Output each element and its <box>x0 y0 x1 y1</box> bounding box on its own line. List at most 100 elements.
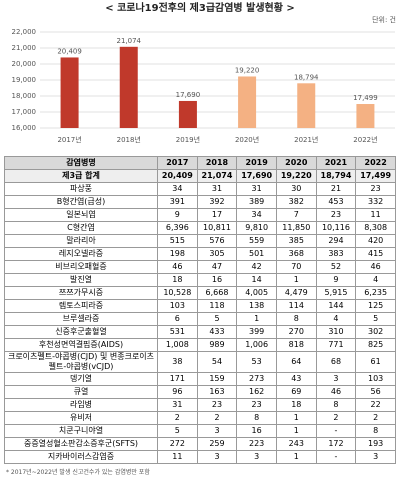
table-cell: 172 <box>315 437 357 451</box>
table-cell: 118 <box>196 299 238 313</box>
table-cell: 8 <box>275 312 317 326</box>
table-cell: 31 <box>236 182 277 196</box>
table-cell: 515 <box>157 234 198 248</box>
table-cell: 144 <box>315 299 357 313</box>
table-cell: 2 <box>157 411 198 425</box>
table-cell: 레지오넬라증 <box>4 247 158 261</box>
table-cell: 큐열 <box>4 385 158 399</box>
table-cell: 5,915 <box>315 286 357 300</box>
table-row: 레지오넬라증 198 305 501 368 383 415 <box>4 247 396 261</box>
table-cell: 2020 <box>275 156 317 170</box>
value-label: 19,220 <box>235 66 260 74</box>
table-cell: 825 <box>355 338 396 352</box>
table-cell: 중증열성혈소판감소증후군(SFTS) <box>4 437 158 451</box>
table-cell: 818 <box>275 338 317 352</box>
table-cell: 말라리아 <box>4 234 158 248</box>
table-row: 뎅기열 171 159 273 43 3 103 <box>4 372 396 386</box>
table-cell: 8,308 <box>355 221 396 235</box>
table-cell: 34 <box>236 208 277 222</box>
table-cell: 치쿤구니야열 <box>4 424 158 438</box>
table-cell: 96 <box>157 385 198 399</box>
x-tick-label: 2018년 <box>117 135 141 144</box>
table-cell: 69 <box>275 385 317 399</box>
table-cell: 576 <box>196 234 238 248</box>
table-row: 제3급 합계 20,409 21,074 17,690 19,220 18,794 17,4… <box>4 169 396 183</box>
table-cell: 138 <box>236 299 277 313</box>
table-cell: 68 <box>315 351 357 373</box>
table-cell: 243 <box>275 437 317 451</box>
table-cell: 61 <box>355 351 396 373</box>
table-cell: 브루셀라증 <box>4 312 158 326</box>
table-row: 감염병명 2017 2018 2019 2020 2021 2022 <box>4 156 396 170</box>
table-cell: 310 <box>315 325 357 339</box>
table-cell: 8 <box>355 424 396 438</box>
table-cell: 453 <box>315 195 357 209</box>
table-cell: 294 <box>315 234 357 248</box>
table-cell: 일본뇌염 <box>4 208 158 222</box>
x-tick-label: 2017년 <box>57 135 81 144</box>
table-cell: 9,810 <box>236 221 277 235</box>
table-cell: 531 <box>157 325 198 339</box>
y-tick-label: 21,000 <box>12 44 37 52</box>
table-row: 유비저 2 2 8 1 2 2 <box>4 411 396 425</box>
table-cell: 46 <box>157 260 198 274</box>
table-cell: 16 <box>236 424 277 438</box>
table-cell: 10,528 <box>157 286 198 300</box>
table-cell: - <box>315 450 357 464</box>
table-cell: B형간염(급성) <box>4 195 158 209</box>
table-cell: 305 <box>196 247 238 261</box>
table-cell: 501 <box>236 247 277 261</box>
table-cell: 뎅기열 <box>4 372 158 386</box>
chart-title: < 코로나19전후의 제3급감염병 발생현황 > <box>105 1 295 14</box>
table-cell: 3 <box>315 372 357 386</box>
footnote: * 2017년~2022년 발생 신고건수가 있는 감염병만 포함 <box>6 469 150 476</box>
table-cell: 21,074 <box>196 169 238 183</box>
table-cell: 46 <box>315 385 357 399</box>
table-cell: 47 <box>196 260 238 274</box>
table-cell: 270 <box>275 325 317 339</box>
table-cell: 라임병 <box>4 398 158 412</box>
table-cell: 1,006 <box>236 338 277 352</box>
table-row: 말라리아 515 576 559 385 294 420 <box>4 234 396 248</box>
table-cell: 23 <box>315 208 357 222</box>
table-cell: 감염병명 <box>4 156 158 170</box>
x-tick-label: 2019년 <box>176 135 200 144</box>
y-tick-label: 22,000 <box>12 28 37 36</box>
table-cell: 5 <box>196 312 238 326</box>
table-row: 라임병 31 23 23 18 8 22 <box>4 398 396 412</box>
table-cell: 385 <box>275 234 317 248</box>
table-cell: 11 <box>157 450 198 464</box>
table-cell: 559 <box>236 234 277 248</box>
table-cell: 273 <box>236 372 277 386</box>
table-cell: 383 <box>315 247 357 261</box>
table-cell: 18 <box>275 398 317 412</box>
value-label: 17,499 <box>353 94 378 102</box>
table-cell: 17,499 <box>355 169 396 183</box>
table-cell: 2 <box>196 411 238 425</box>
table-cell: 1 <box>275 424 317 438</box>
table-cell: 7 <box>275 208 317 222</box>
table-cell: 쯔쯔가무시증 <box>4 286 158 300</box>
table-cell: 후천성면역결핍증(AIDS) <box>4 338 158 352</box>
table-cell: 2018 <box>196 156 238 170</box>
table-cell: 11 <box>355 208 396 222</box>
table-cell: 지카바이러스감염증 <box>4 450 158 464</box>
table-cell: 162 <box>236 385 277 399</box>
table-cell: 30 <box>275 182 317 196</box>
table-cell: 14 <box>236 273 277 287</box>
table-cell: 6 <box>157 312 198 326</box>
table-cell: 38 <box>157 351 198 373</box>
table-cell: 771 <box>315 338 357 352</box>
table-row: 지카바이러스감염증 11 3 3 1-3 <box>4 450 396 464</box>
table-cell: 22 <box>355 398 396 412</box>
table-cell: 9 <box>315 273 357 287</box>
table-row: 크로이츠펠트-야콥병(CJD) 및 변종크로이츠펠트-야콥병(vCJD) 38 54… <box>4 351 396 373</box>
table-cell: 389 <box>236 195 277 209</box>
table-cell: 43 <box>275 372 317 386</box>
table-cell: 2019 <box>236 156 277 170</box>
table-cell: 70 <box>275 260 317 274</box>
table-row: 비브리오패혈증 46 47 42 70 52 46 <box>4 260 396 274</box>
table-cell: 신증후군출혈열 <box>4 325 158 339</box>
value-label: 17,690 <box>176 91 201 99</box>
table-cell: 31 <box>196 182 238 196</box>
